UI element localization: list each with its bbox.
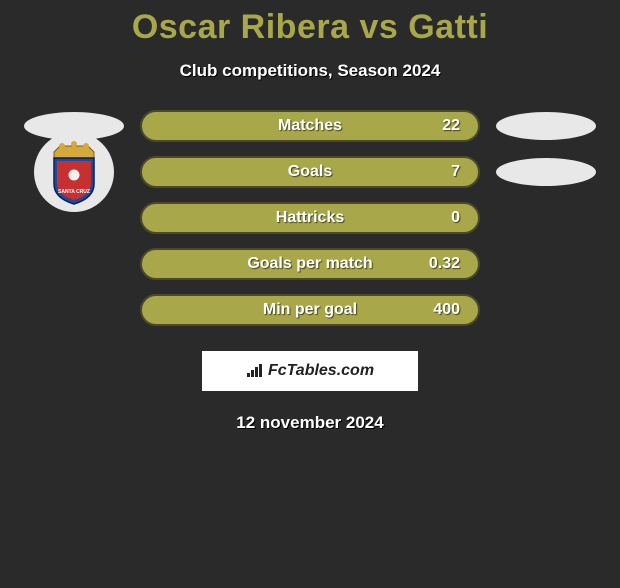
stat-value: 7 <box>451 163 460 181</box>
subtitle: Club competitions, Season 2024 <box>0 61 620 81</box>
stat-label: Matches <box>278 117 342 135</box>
stat-bar: Goals 7 <box>140 156 480 188</box>
page-title: Oscar Ribera vs Gatti <box>0 8 620 47</box>
stats-block: Matches 22 SANTA CRUZ Goals <box>0 103 620 333</box>
date-text: 12 november 2024 <box>0 413 620 433</box>
stat-bar: Hattricks 0 <box>140 202 480 234</box>
stat-label: Goals per match <box>247 255 372 273</box>
logo-text: FcTables.com <box>246 362 374 380</box>
stat-label: Hattricks <box>276 209 344 227</box>
club-crest-wrap: SANTA CRUZ <box>24 132 124 212</box>
fctables-logo: FcTables.com <box>202 351 418 391</box>
stat-row: Min per goal 400 <box>0 287 620 333</box>
logo-label: FcTables.com <box>268 362 374 380</box>
stat-bar: Min per goal 400 <box>140 294 480 326</box>
stat-row: Goals per match 0.32 <box>0 241 620 287</box>
stat-label: Min per goal <box>263 301 357 319</box>
stat-row: SANTA CRUZ Goals 7 <box>0 149 620 195</box>
right-ellipse-icon <box>496 112 596 140</box>
stat-value: 0.32 <box>429 255 460 273</box>
stat-label: Goals <box>288 163 332 181</box>
stat-bar: Matches 22 <box>140 110 480 142</box>
club-crest-icon: SANTA CRUZ <box>34 132 114 212</box>
svg-text:SANTA CRUZ: SANTA CRUZ <box>58 189 90 195</box>
stat-value: 0 <box>451 209 460 227</box>
stat-bar: Goals per match 0.32 <box>140 248 480 280</box>
stat-value: 400 <box>433 301 460 319</box>
stat-value: 22 <box>442 117 460 135</box>
right-ellipse-icon <box>496 158 596 186</box>
bars-icon <box>246 364 264 378</box>
